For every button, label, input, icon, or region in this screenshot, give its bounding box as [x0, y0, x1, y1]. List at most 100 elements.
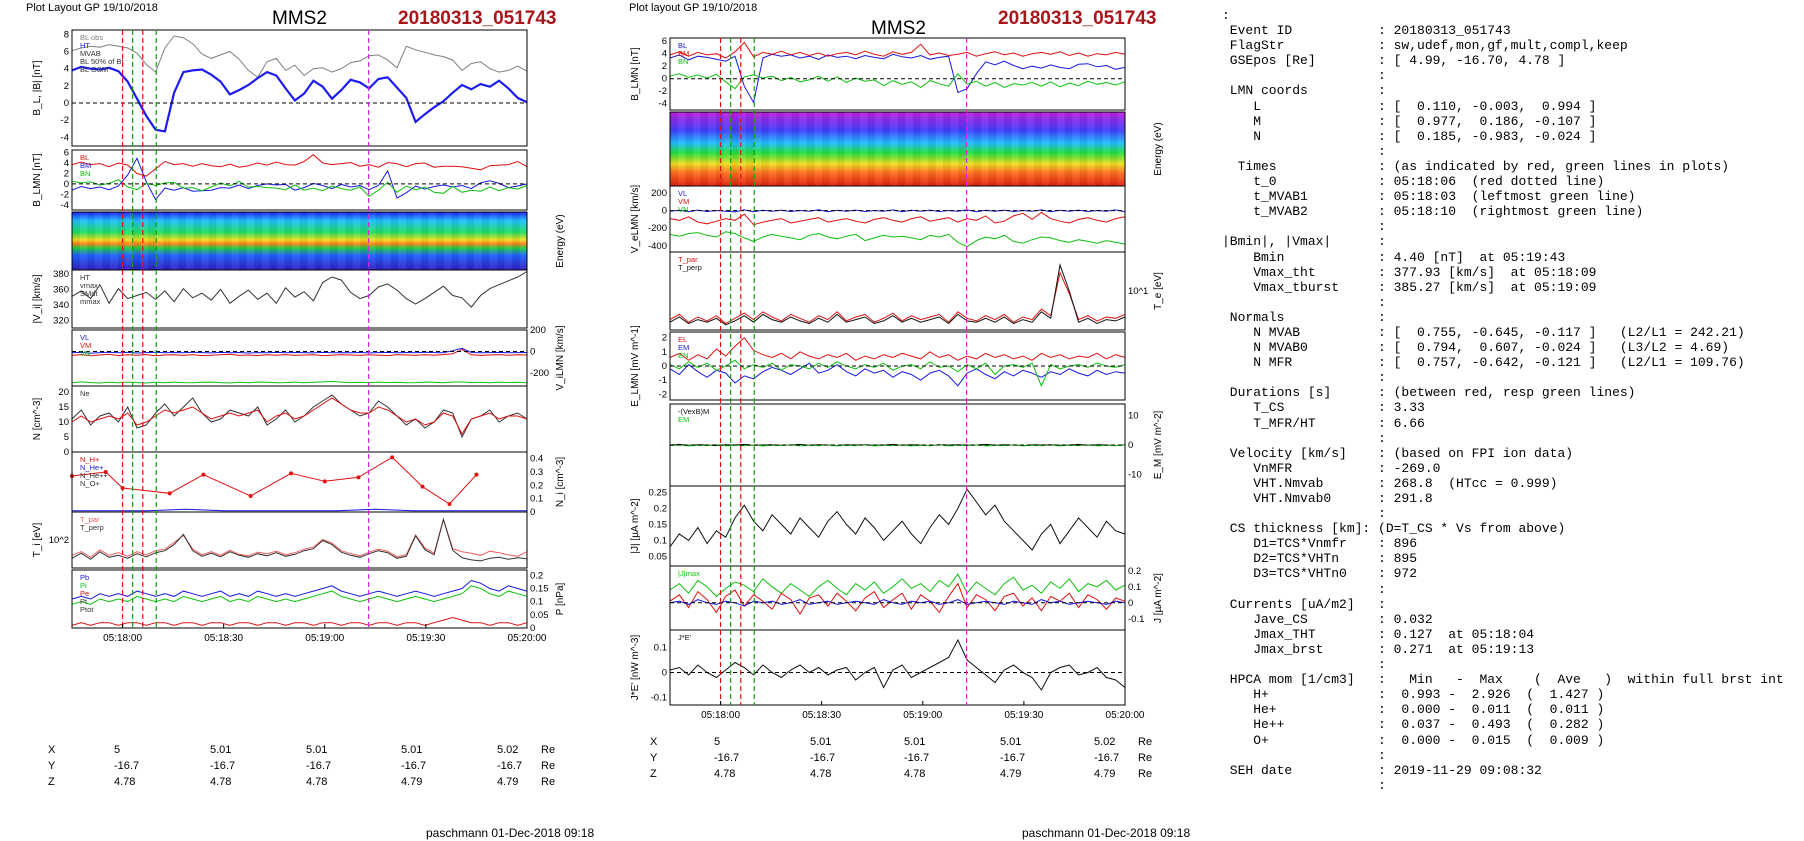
pos-unit: Re: [1138, 768, 1153, 780]
info-line: Bmin : 4.40 [nT] at 05:19:43: [1222, 249, 1566, 265]
info-line: CS thickness [km]: (D=T_CS * Vs from abo…: [1222, 521, 1566, 537]
y-axis-label: J [µA m^-2]: [1153, 573, 1164, 623]
series-line: [71, 179, 528, 198]
y-tick-label: 0.1: [654, 535, 667, 546]
pos-value: 5.01: [401, 744, 423, 756]
pos-value: -16.7: [904, 752, 930, 764]
y-axis-label: N_i [cm^-3]: [555, 457, 566, 507]
y-tick-label: 20: [58, 387, 69, 398]
info-line: Jave_CS : 0.032: [1222, 611, 1433, 627]
pos-unit: Re: [541, 776, 556, 788]
info-line: VnMFR : -269.0: [1222, 460, 1441, 476]
y-axis-label: V_iLMN [km/s]: [555, 325, 566, 390]
legend-entry: Ptot: [80, 605, 94, 614]
data-point: [390, 455, 395, 460]
x-tick-label: 05:18:00: [103, 633, 142, 644]
data-point: [167, 491, 172, 496]
legend-entry: Pb: [80, 573, 89, 582]
info-line: SEH date : 2019-11-29 09:08:32: [1222, 762, 1542, 778]
info-line: :: [1222, 430, 1386, 446]
pos-value: 4.78: [904, 768, 926, 780]
legend-entry: BL 50% of Bt: [80, 57, 124, 66]
y-tick-label: 200: [530, 325, 546, 336]
series-line: [71, 380, 528, 384]
y-tick-label: 380: [53, 269, 69, 280]
legend-entry: T_perp: [678, 263, 702, 272]
pos-value: 4.78: [306, 776, 328, 788]
legend-entry: EN: [678, 351, 688, 360]
series-line: [669, 599, 1126, 607]
info-line: N : [ 0.185, -0.983, -0.024 ]: [1222, 128, 1597, 144]
series-line: [71, 397, 528, 436]
pos-value: 5: [114, 744, 121, 756]
y-tick-label: -200: [648, 223, 667, 234]
info-line: O+ : 0.000 - 0.015 ( 0.009 ): [1222, 732, 1605, 748]
y-tick-label: 5: [64, 432, 69, 443]
legend-entry: N_He++: [80, 471, 109, 480]
x-tick-label: 05:18:30: [204, 633, 243, 644]
y-tick-label: 340: [53, 300, 69, 311]
info-line: GSEpos [Re] : [ 4.99, -16.70, 4.78 ]: [1222, 53, 1566, 69]
y-tick-label: 6: [662, 36, 667, 47]
info-line: T_MFR/HT : 6.66: [1222, 415, 1425, 431]
panel-frame: [71, 569, 528, 629]
legend-entry: SMdt: [80, 289, 98, 298]
y-tick-label: 0: [64, 98, 69, 109]
data-point: [420, 484, 425, 489]
y-tick-label: -2: [61, 115, 69, 126]
y-tick-label: 0.2: [654, 503, 667, 514]
series-line: [71, 394, 528, 439]
legend-entry: mmax: [80, 297, 101, 306]
pos-value: 4.79: [401, 776, 423, 788]
panel-frame: [71, 269, 528, 329]
legend-entry: BL: [80, 153, 89, 162]
y-tick-label: 2: [662, 61, 667, 72]
series-line: [669, 573, 1126, 598]
data-point: [103, 470, 108, 474]
panel-frame: [669, 37, 1126, 111]
series-line: [669, 41, 1126, 59]
info-line: VHT.Nmvab0 : 291.8: [1222, 491, 1433, 506]
info-line: :: [1222, 657, 1386, 673]
series-line: [71, 154, 528, 177]
pos-row-label: X: [650, 736, 658, 748]
info-line: L : [ 0.110, -0.003, 0.994 ]: [1222, 98, 1597, 114]
series-line: [669, 72, 1126, 90]
panel-frame: [71, 29, 528, 147]
event-info-panel: : Event ID : 20180313_051743 FlagStr : s…: [1222, 8, 1784, 793]
info-line: Vmax_tht : 377.93 [km/s] at 05:18:09: [1222, 264, 1597, 280]
series-line: [71, 585, 528, 605]
pos-value: 5.01: [210, 744, 232, 756]
y-tick-label: 0.4: [530, 454, 543, 465]
y-tick-label: 6: [64, 148, 69, 159]
pos-value: 5.01: [306, 744, 328, 756]
y-tick-label: -0.1: [651, 693, 667, 704]
legend-entry: BL obs: [80, 33, 103, 42]
y-tick-label: 0.25: [649, 487, 668, 498]
info-line: D1=TCS*Vnmfr : 896: [1222, 536, 1418, 552]
legend-entry: BL: [678, 41, 687, 50]
panel-frame: [71, 329, 528, 387]
legend-entry: VM: [80, 341, 91, 350]
y-axis-label: Energy (eV): [555, 214, 566, 267]
pos-value: -16.7: [1000, 752, 1026, 764]
info-line: M : [ 0.977, 0.186, -0.107 ]: [1222, 113, 1597, 129]
info-line: :: [1222, 506, 1386, 522]
legend-entry: Ne: [80, 389, 90, 398]
y-tick-label: 0.3: [530, 467, 543, 478]
panel-1: Energy (eV): [669, 111, 1164, 187]
series-line: [669, 336, 1126, 361]
pos-unit: Re: [1138, 752, 1153, 764]
legend-entry: EL: [678, 335, 687, 344]
y-tick-label: 0: [64, 447, 69, 458]
info-line: N MFR : [ 0.757, -0.642, -0.121 ] (L2/L1…: [1222, 355, 1745, 371]
series-line: [72, 508, 527, 512]
pos-row-label: Y: [650, 752, 658, 764]
panel-7: -0.1 0 0.1 0.2 J [µA m^-2] |J|max: [669, 565, 1164, 631]
